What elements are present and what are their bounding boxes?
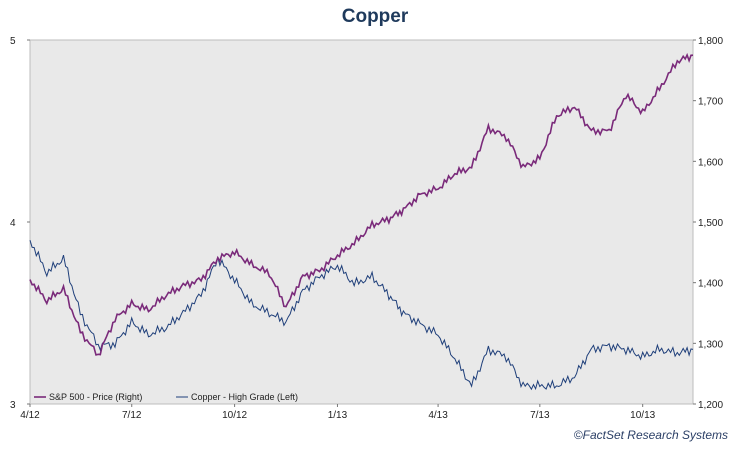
x-axis-tick-label: 10/13 <box>630 410 655 421</box>
left-axis-tick-label: 4 <box>10 218 16 229</box>
x-axis-tick-label: 4/12 <box>20 410 40 421</box>
left-axis-tick-label: 3 <box>10 400 16 411</box>
x-axis-tick-label: 1/13 <box>328 410 348 421</box>
copper-series-line <box>29 240 694 391</box>
right-axis-tick-label: 1,700 <box>698 97 723 108</box>
right-axis-tick-label: 1,200 <box>698 400 723 411</box>
chart-title: Copper <box>341 6 409 27</box>
x-axis-tick-label: 7/12 <box>122 410 142 421</box>
sp500-series-line <box>29 52 694 356</box>
x-axis-tick-label: 4/13 <box>428 410 448 421</box>
right-axis-tick-label: 1,400 <box>698 279 723 290</box>
right-axis-tick-label: 1,600 <box>698 157 723 168</box>
left-axis-tick-label: 5 <box>10 36 16 47</box>
source-credit: ©FactSet Research Systems <box>573 428 728 442</box>
plot-area <box>29 39 694 405</box>
legend-label: S&P 500 - Price (Right) <box>49 392 142 402</box>
x-axis-tick-label: 10/12 <box>222 410 247 421</box>
x-axis-tick-label: 7/13 <box>530 410 550 421</box>
legend-label: Copper - High Grade (Left) <box>191 392 298 402</box>
right-axis-tick-label: 1,500 <box>698 218 723 229</box>
right-axis-tick-label: 1,300 <box>698 339 723 350</box>
right-axis-tick-label: 1,800 <box>698 36 723 47</box>
